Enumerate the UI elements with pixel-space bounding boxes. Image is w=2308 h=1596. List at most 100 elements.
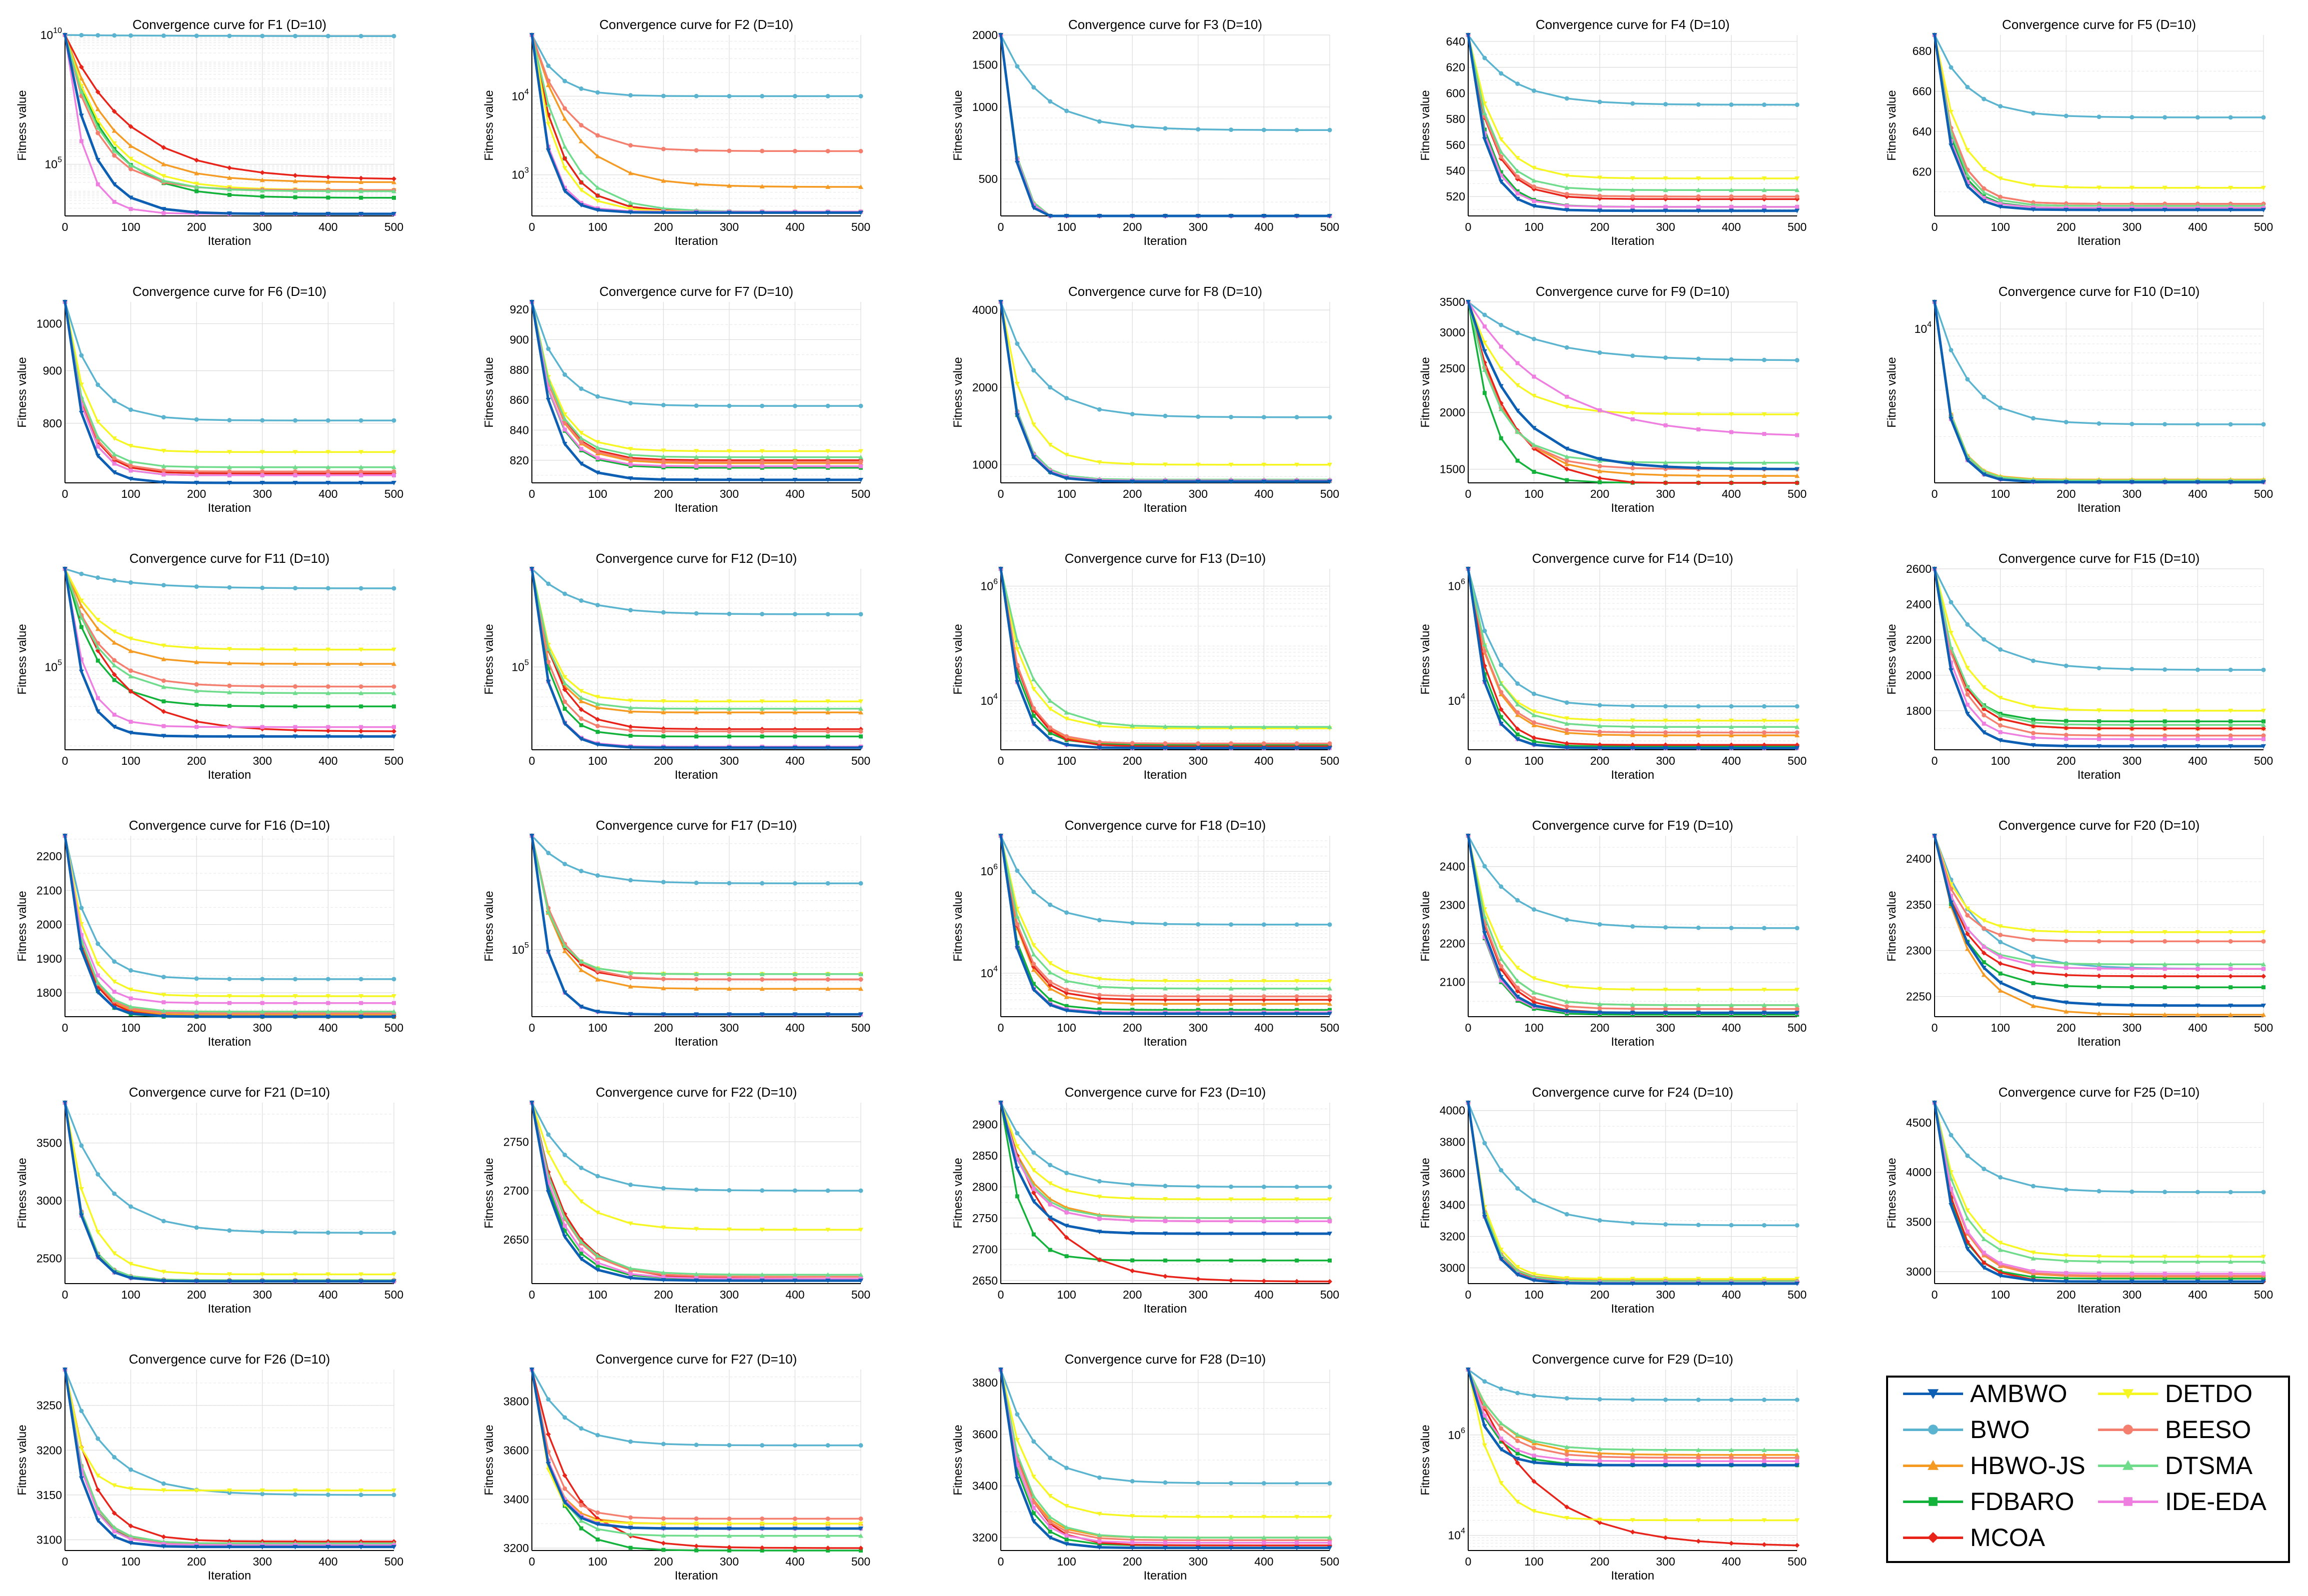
series-marker-bwo	[1031, 1439, 1036, 1444]
x-tick-label: 300	[2123, 1288, 2142, 1301]
series-marker-ambwo	[694, 477, 699, 482]
series-marker-dtsma	[628, 452, 633, 457]
series-marker-dtsma	[1597, 1447, 1603, 1452]
series-marker-mcoa	[2195, 974, 2201, 979]
x-tick-label: 0	[529, 487, 535, 500]
y-axis-label: Fitness value	[15, 1425, 29, 1495]
y-tick-label: 4000	[1440, 1104, 1465, 1117]
series-marker-bwo	[1998, 405, 2003, 410]
series-marker-beeso	[194, 469, 199, 474]
x-axis-label: Iteration	[1611, 234, 1655, 248]
series-marker-mcoa	[1965, 931, 1970, 937]
series-marker-beeso	[2228, 939, 2233, 944]
series-marker-ambwo	[194, 1014, 199, 1019]
series-line-bwo	[1000, 1369, 1330, 1485]
series-marker-bwo	[293, 977, 298, 982]
series-marker-hbwo-js	[325, 179, 331, 184]
series-marker-detdo	[1097, 724, 1102, 729]
series-marker-ambwo	[759, 1279, 765, 1284]
series-marker-ide-eda	[2196, 205, 2200, 210]
series-marker-mcoa	[2228, 726, 2234, 731]
series-marker-beeso	[727, 729, 732, 734]
series-marker-ide-eda	[2196, 1272, 2200, 1276]
series-marker-beeso	[2261, 733, 2266, 738]
series-marker-bwo	[2195, 115, 2200, 120]
series-marker-ambwo	[62, 834, 67, 838]
series-line-dtsma	[64, 301, 394, 468]
x-axis-label: Iteration	[1144, 1035, 1187, 1049]
series-marker-mcoa	[2162, 726, 2168, 731]
series-marker-ambwo	[292, 1545, 298, 1550]
series-marker-ambwo	[111, 1270, 117, 1275]
series-marker-beeso	[1532, 720, 1537, 725]
series-marker-detdo	[1482, 1443, 1487, 1448]
series-marker-bwo	[727, 1443, 732, 1448]
chart-title: Convergence curve for F1 (D=10)	[132, 17, 326, 32]
series-marker-fdbaro	[359, 195, 363, 200]
x-tick-label: 400	[785, 487, 804, 500]
series-marker-bwo	[1564, 1396, 1569, 1401]
series-marker-hbwo-js	[1998, 988, 2003, 993]
series-marker-beeso	[694, 459, 699, 464]
legend-item-hbwo-js: HBWO-JS	[1903, 1451, 2086, 1481]
series-marker-bwo	[562, 591, 567, 596]
x-tick-label: 500	[384, 1555, 403, 1568]
series-marker-ambwo	[1630, 208, 1635, 213]
series-marker-beeso	[628, 143, 633, 148]
series-marker-ide-eda	[95, 1511, 100, 1516]
series-marker-ambwo	[2031, 207, 2036, 212]
series-marker-bwo	[128, 407, 133, 412]
series-marker-ambwo	[325, 734, 331, 739]
series-marker-fdbaro	[1499, 170, 1503, 174]
y-tick-label: 4000	[1906, 1166, 1932, 1179]
x-tick-label: 100	[1991, 220, 2010, 233]
series-marker-ide-eda	[1565, 1458, 1569, 1462]
series-marker-hbwo-js	[661, 178, 666, 183]
series-marker-ambwo	[1482, 349, 1487, 354]
x-tick-label: 400	[785, 220, 804, 233]
series-marker-dtsma	[858, 706, 863, 711]
series-marker-bwo	[1795, 358, 1800, 363]
x-tick-label: 0	[1465, 1021, 1472, 1034]
series-marker-ambwo	[694, 1526, 699, 1531]
series-marker-ide-eda	[2196, 737, 2200, 741]
series-marker-bwo	[260, 1492, 265, 1497]
series-marker-ambwo	[759, 746, 765, 751]
series-marker-fdbaro	[1097, 1007, 1102, 1012]
series-marker-ambwo	[1482, 680, 1487, 685]
series-marker-hbwo-js	[1597, 732, 1603, 737]
x-tick-label: 500	[1788, 487, 1807, 500]
series-marker-detdo	[161, 448, 166, 453]
series-marker-dtsma	[595, 185, 600, 190]
series-marker-beeso	[1031, 962, 1036, 967]
series-marker-mcoa	[595, 717, 600, 722]
series-marker-detdo	[1729, 718, 1734, 723]
series-marker-detdo	[2162, 930, 2168, 935]
series-marker-beeso	[792, 1516, 797, 1521]
series-marker-dtsma	[694, 706, 699, 711]
series-marker-ambwo	[1014, 161, 1020, 166]
series-marker-fdbaro	[694, 734, 698, 739]
series-marker-detdo	[1097, 1195, 1102, 1200]
series-marker-ambwo	[95, 990, 100, 995]
series-marker-hbwo-js	[562, 116, 567, 121]
series-marker-ide-eda	[112, 712, 116, 717]
series-line-ambwo	[1467, 1102, 1797, 1285]
series-marker-ide-eda	[112, 990, 116, 994]
x-tick-label: 400	[1722, 1555, 1741, 1568]
series-marker-ambwo	[595, 742, 600, 747]
series-marker-detdo	[1531, 976, 1537, 981]
series-marker-ide-eda	[1295, 1219, 1299, 1224]
series-marker-detdo	[1014, 1144, 1020, 1149]
series-marker-hbwo-js	[1630, 1452, 1635, 1457]
series-line-ambwo	[1467, 34, 1797, 212]
series-marker-detdo	[2129, 1255, 2135, 1260]
x-tick-label: 300	[1189, 1021, 1208, 1034]
series-marker-hbwo-js	[2064, 1009, 2069, 1014]
series-marker-ambwo	[562, 1500, 567, 1505]
series-marker-ambwo	[1948, 668, 1954, 673]
series-marker-hbwo-js	[578, 967, 584, 972]
series-marker-dtsma	[1564, 999, 1570, 1004]
series-marker-bwo	[1048, 902, 1053, 907]
